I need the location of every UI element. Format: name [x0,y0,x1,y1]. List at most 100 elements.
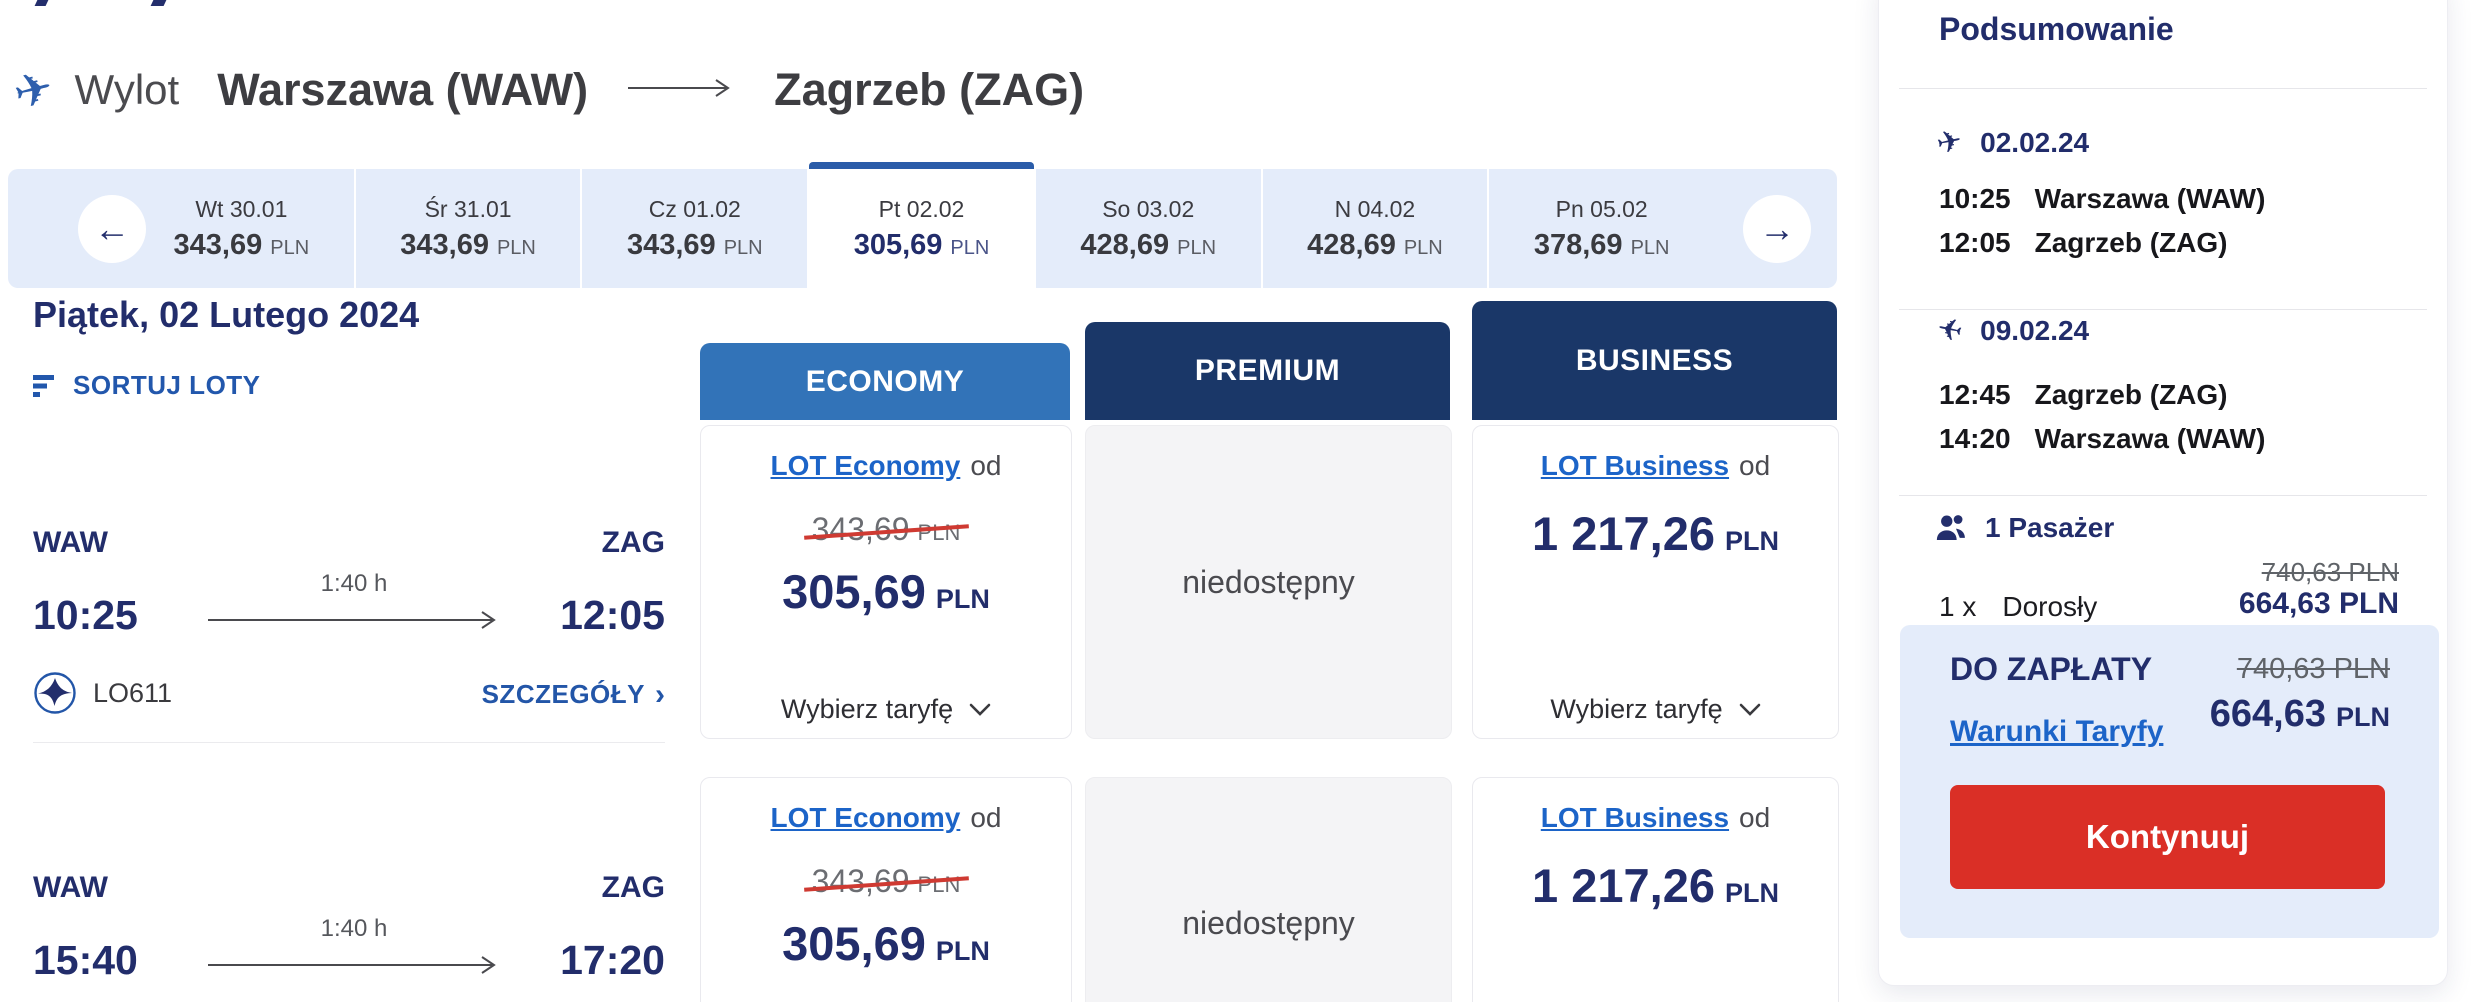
next-dates-button[interactable]: → [1743,194,1811,263]
flight-duration: 1:40 h [320,570,388,597]
airport-codes: WAW ZAG [33,871,665,905]
fare-link-row: LOT Business od [1540,450,1771,481]
fare-family-link[interactable]: LOT Business [1540,450,1730,481]
fare-link-row: LOT Business od [1540,802,1771,833]
payment-price: 664,63 PLN [2209,693,2390,735]
continue-button[interactable]: Kontynuuj [1950,785,2385,889]
arrival-time: 12:05 [560,592,665,638]
tab-price: 343,69 PLN [400,228,536,261]
select-fare-button[interactable]: Wybierz taryfę [1473,694,1838,725]
arrival-time: 17:20 [560,937,665,983]
payment-old-price: 740,63 PLN [2236,653,2390,685]
tab-day: Pt 02.02 [878,195,965,222]
route-header: ✈ Wylot Warszawa (WAW) Zagrzeb (ZAG) [8,60,1085,120]
destination-city: Zagrzeb (ZAG) [774,64,1085,115]
tab-price: 428,69 PLN [1080,228,1217,261]
business-fare-card: LOT Business od 1 217,26 PLN Wybierz taryf… [1472,425,1839,739]
return-header: ✈ 09.02.24 [1933,311,2090,350]
tab-day: Śr 31.01 [424,195,512,222]
select-fare-button[interactable]: Wybierz taryfę [701,694,1071,725]
arrow-right-icon: → [1759,207,1795,249]
outbound-header: ✈ 02.02.24 [1933,123,2090,162]
divider [1899,309,2427,310]
date-tab[interactable]: So 03.02 428,69 PLN [1033,169,1261,288]
tab-price: 343,69 PLN [626,228,763,261]
passenger-type-row: 1 x Dorosły [1939,591,2098,622]
fare-price: 305,69 PLN [782,565,990,618]
column-header-business: BUSINESS [1472,301,1837,420]
flight-arrow-icon [208,955,500,980]
fare-price: 1 217,26 PLN [1532,859,1779,912]
leg-line: 12:45 Zagrzeb (ZAG) [1939,379,2228,410]
leg-line: 14:20 Warszawa (WAW) [1939,423,2266,454]
unavailable-label: niedostępny [1182,904,1355,941]
date-tab[interactable]: Śr 31.01 343,69 PLN [353,169,581,288]
payment-box: DO ZAPŁATY 740,63 PLN Warunki Taryfy 664… [1900,625,2439,938]
return-date: 09.02.24 [1980,315,2090,346]
chevron-down-icon [969,703,991,716]
flight-number: LO611 [93,677,173,708]
fare-link-row: LOT Economy od [770,450,1002,481]
sort-flights-button[interactable]: SORTUJ LOTY [33,370,261,401]
tab-price: 305,69 PLN [853,228,990,261]
date-tab[interactable]: Wt 30.01 343,69 PLN [129,169,354,288]
fare-family-link[interactable]: LOT Business [1540,802,1730,833]
divider [1899,88,2427,89]
divider [33,742,665,743]
date-tab[interactable]: Pn 05.02 378,69 PLN [1487,169,1714,288]
unavailable-label: niedostępny [1182,563,1355,600]
column-header-economy: ECONOMY [700,343,1070,420]
tab-price: 343,69 PLN [173,228,310,261]
passengers-header: 1 Pasażer [1933,511,2114,545]
sort-icon [33,374,54,397]
departure-plane-icon: ✈ [1933,123,1966,162]
fare-terms-link[interactable]: Warunki Taryfy [1950,715,2164,748]
arrival-plane-icon: ✈ [1933,311,1966,350]
departure-time: 15:40 [33,937,138,983]
airport-codes: WAW ZAG [33,526,665,560]
fare-family-link[interactable]: LOT Economy [770,450,961,481]
carrier-row: LO611 [33,671,172,715]
day-heading: Piątek, 02 Lutego 2024 [33,294,420,335]
old-price: 343,69 PLN [811,511,961,547]
passengers-icon [1936,515,1965,541]
summary-title: Podsumowanie [1939,11,2174,47]
passenger-old-price: 740,63 PLN [2261,557,2399,587]
economy-fare-card: LOT Economy od 343,69 PLN 305,69 PLN Wybier… [700,425,1072,739]
tab-day: N 04.02 [1334,195,1416,222]
outbound-legs: 10:25 Warszawa (WAW) 12:05 Zagrzeb (ZAG) [1939,177,2265,265]
flight-list: WAW ZAG 1:40 h 10:25 12:05 LO611 SZCZEGÓ… [33,0,665,1002]
leg-line: 10:25 Warszawa (WAW) [1939,183,2266,214]
arrow-right-icon [628,78,734,103]
direction-label: Wylot [74,66,180,113]
destination-code: ZAG [601,871,665,904]
tab-price: 428,69 PLN [1307,228,1443,261]
payment-label: DO ZAPŁATY [1950,651,2153,687]
chevron-down-icon [1739,703,1760,716]
origin-code: WAW [33,871,108,904]
leg-line: 12:05 Zagrzeb (ZAG) [1939,227,2228,258]
fare-price: 1 217,26 PLN [1532,507,1779,560]
tab-day: So 03.02 [1102,195,1195,222]
old-price: 343,69 PLN [811,863,961,899]
flight-arrow-icon [208,610,500,635]
date-strip: Wt 30.01 343,69 PLN Śr 31.01 343,69 PLN Cz… [8,162,1837,288]
column-header-premium: PREMIUM [1085,322,1450,420]
flight-duration: 1:40 h [320,915,388,942]
previous-dates-button[interactable]: ← [78,194,146,263]
origin-city: Warszawa (WAW) [217,64,589,115]
tab-price: 378,69 PLN [1533,228,1670,261]
details-link[interactable]: SZCZEGÓŁY › [481,677,665,711]
date-tab[interactable]: N 04.02 428,69 PLN [1260,169,1488,288]
fare-family-link[interactable]: LOT Economy [770,802,961,833]
outbound-date: 02.02.24 [1980,127,2090,158]
tab-day: Wt 30.01 [195,195,288,222]
date-tab-selected[interactable]: Pt 02.02 305,69 PLN [807,162,1034,288]
date-tab[interactable]: Cz 01.02 343,69 PLN [580,169,807,288]
passenger-price: 664,63 PLN [2238,587,2399,620]
arrow-left-icon: ← [94,207,130,249]
tab-day: Pn 05.02 [1555,195,1648,222]
tab-day: Cz 01.02 [648,195,741,222]
summary-panel: Podsumowanie ✈ 02.02.24 10:25 Warszawa (… [1878,0,2448,986]
economy-fare-card: LOT Economy od 343,69 PLN 305,69 PLN [700,777,1072,1002]
